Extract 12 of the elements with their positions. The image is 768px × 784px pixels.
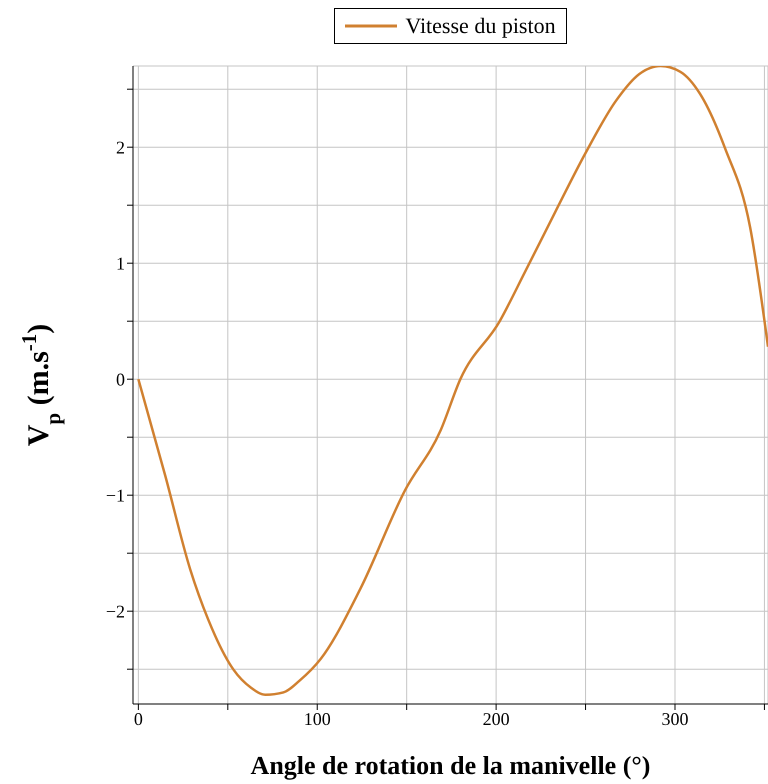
y-tick-label: −2 [106, 602, 125, 622]
y-tick-label: 0 [116, 370, 125, 390]
x-tick-label: 0 [134, 708, 143, 729]
x-tick-label: 100 [304, 708, 331, 729]
y-tick-label: 1 [116, 254, 125, 274]
line-series [137, 66, 768, 696]
x-tick-label: 200 [482, 708, 510, 729]
x-axis-title: Angle de rotation de la manivelle (°) [250, 751, 650, 780]
y-tick-label: 2 [116, 138, 125, 158]
x-tick-label: 300 [661, 708, 688, 729]
legend-label: Vitesse du piston [405, 13, 556, 39]
y-tick-label: −1 [106, 486, 125, 506]
